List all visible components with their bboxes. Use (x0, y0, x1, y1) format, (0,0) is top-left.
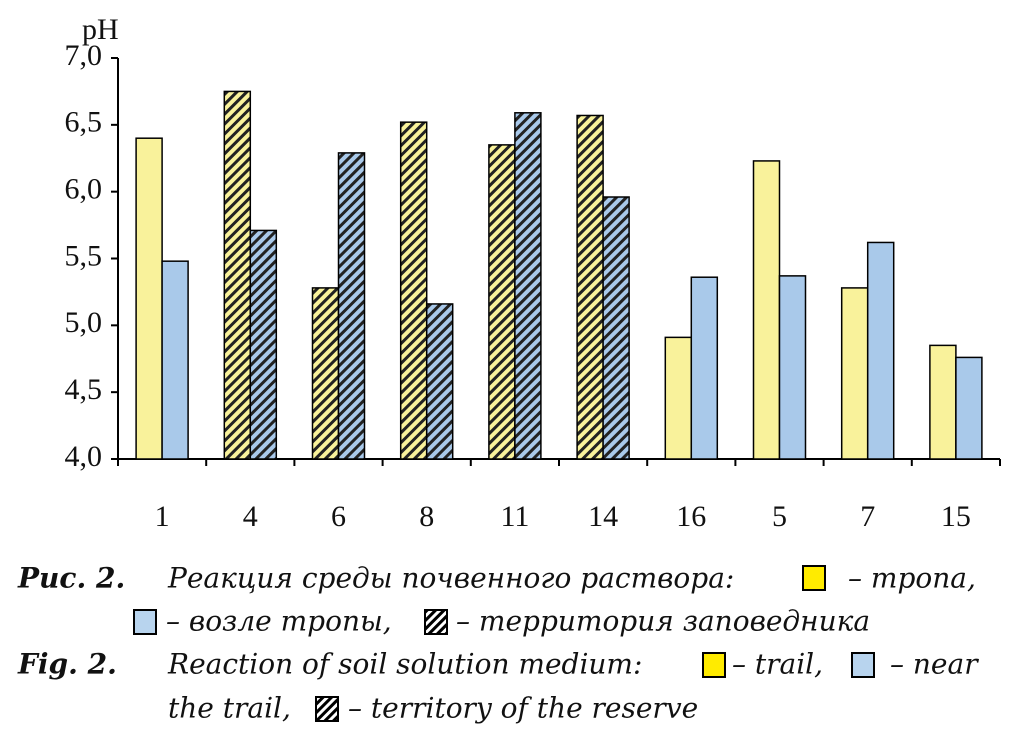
y-axis-label: pH (82, 13, 119, 46)
caption: Рис. 2. Реакция среды почвенного раствор… (17, 562, 979, 725)
bar (249, 229, 278, 460)
x-tick-label: 4 (243, 500, 258, 533)
caption-text: the trail, (168, 692, 291, 725)
bar (664, 336, 693, 460)
bar (514, 112, 542, 460)
bar (866, 241, 895, 460)
bar (161, 260, 189, 460)
caption-label: Fig. 2. (17, 648, 117, 681)
bar (488, 144, 516, 460)
y-tick-label: 7,0 (65, 39, 103, 72)
y-tick-label: 4,5 (65, 373, 103, 406)
caption-text: Реакция среды почвенного раствора: (167, 562, 734, 595)
bar (929, 344, 957, 460)
x-tick-label: 5 (772, 500, 787, 533)
y-tick-label: 6,5 (65, 106, 103, 139)
bar (399, 121, 428, 460)
bar (752, 160, 781, 460)
x-tick-label: 8 (419, 500, 434, 533)
bar (135, 137, 163, 460)
swatch (315, 696, 339, 722)
caption-text: – trail, (732, 648, 823, 681)
x-tick-label: 11 (500, 500, 529, 533)
y-tick-label: 4,0 (65, 440, 103, 473)
x-tick-label: 7 (860, 500, 875, 533)
bar (223, 90, 252, 460)
swatch (802, 565, 826, 591)
x-tick-label: 6 (331, 500, 346, 533)
bar (840, 287, 869, 460)
y-tick-label: 5,0 (65, 306, 103, 339)
bar (690, 276, 719, 460)
swatch (133, 609, 157, 635)
x-tick-label: 1 (155, 500, 170, 533)
caption-text: – тропа, (848, 562, 976, 595)
y-tick-label: 6,0 (65, 173, 103, 206)
caption-text: – возле тропы, (166, 605, 392, 638)
bar (311, 287, 340, 460)
swatch (702, 652, 726, 678)
caption-label: Рис. 2. (17, 562, 125, 595)
caption-text: – near (890, 648, 979, 681)
bar (576, 114, 604, 460)
x-tick-label: 16 (676, 500, 706, 533)
caption-text: Reaction of soil solution medium: (167, 648, 642, 681)
x-tick-label: 14 (588, 500, 618, 533)
bar (337, 152, 366, 460)
swatch (424, 609, 448, 635)
bar (778, 275, 807, 460)
y-tick-label: 5,5 (65, 239, 103, 272)
bar (602, 196, 630, 460)
bar (425, 303, 454, 460)
x-tick-label: 15 (941, 500, 971, 533)
caption-text: – территория заповедника (456, 605, 870, 638)
caption-text: – territory of the reserve (348, 692, 698, 725)
swatch (851, 652, 875, 678)
bar (955, 356, 983, 460)
